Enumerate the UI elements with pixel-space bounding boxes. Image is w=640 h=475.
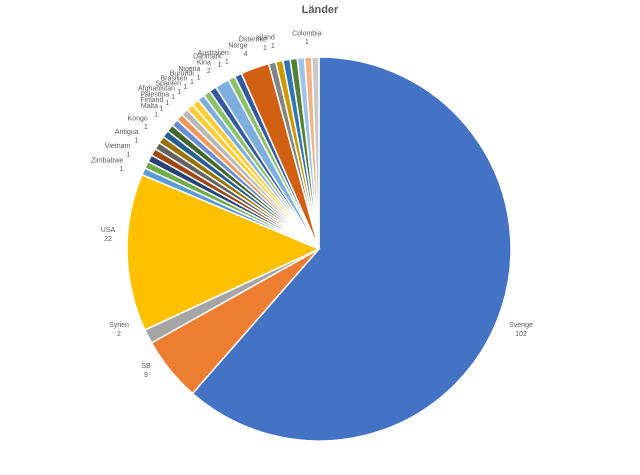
data-label-burundi: Burundi 1 [170, 70, 195, 86]
data-label-value: 1 [263, 45, 267, 52]
data-label-name: Finland [140, 97, 163, 104]
data-label-value: 1 [154, 112, 158, 119]
data-label-name: Australien [198, 50, 229, 57]
data-label-name: Syrien [109, 322, 129, 329]
data-label-value: 1 [126, 151, 130, 158]
data-label-name: Zimbabwe [91, 157, 123, 164]
data-label-name: Kongo [128, 116, 148, 123]
data-label-name: Spanien [155, 80, 181, 87]
data-label-value: 1 [135, 137, 139, 144]
data-label-name: Norge [228, 42, 247, 49]
data-label-name: Antigua [115, 129, 139, 136]
data-label-brasilien: Brasilien 1 [161, 75, 188, 91]
data-label-value: 1 [171, 94, 175, 101]
data-label-value: 1 [144, 124, 148, 131]
pie-slice-usa-3 [126, 173, 321, 331]
data-label-spanien: Spanien 1 [155, 80, 181, 96]
data-label-zimbabwe: Zimbabwe 1 [91, 157, 123, 173]
data-label-value: 1 [165, 100, 169, 107]
data-label-name: Vietnam [105, 143, 131, 150]
pie-slice-sverige-0 [191, 56, 512, 442]
data-label-name: Burundi [170, 70, 195, 77]
data-label-value: 1 [271, 43, 275, 50]
pie-slice-unlabeled-30 [310, 56, 320, 250]
data-label-syrien: Syrien 2 [109, 322, 129, 338]
data-label-name: Malta [141, 103, 158, 110]
data-label-value: 1 [190, 79, 194, 86]
data-label-name: Danmark [193, 54, 222, 61]
data-label-value: 2 [117, 331, 121, 338]
data-label-kina: Kina 2 [197, 59, 211, 75]
data-label-colombia: Colombia 1 [292, 30, 322, 46]
data-label-palestina: Palestina 1 [140, 91, 169, 107]
data-label-name: Brasilien [161, 75, 188, 82]
data-label-osterrike: Österrike 1 [238, 35, 267, 52]
data-label-value: 1 [160, 106, 164, 113]
data-label-name: SB [141, 363, 151, 370]
data-label-value: 2 [207, 68, 211, 75]
data-label-norge: Norge 4 [228, 42, 247, 58]
data-label-malta: Malta 1 [141, 103, 158, 119]
data-label-name: Kina [197, 59, 211, 66]
data-label-value: 102 [515, 331, 527, 338]
data-label-sverige: Sverige 102 [509, 322, 533, 338]
data-label-value: 9 [144, 372, 148, 379]
chart-title: Länder [301, 4, 339, 16]
data-label-name: Palestina [140, 91, 169, 98]
data-label-value: 1 [197, 74, 201, 81]
data-label-sb: SB 9 [141, 363, 151, 379]
data-label-value: 1 [305, 39, 309, 46]
data-label-value: 4 [244, 51, 248, 58]
data-label-value: 1 [177, 89, 181, 96]
data-label-name: Österrike [238, 35, 267, 43]
data-label-value: 1 [119, 166, 123, 173]
data-label-value: 1 [183, 84, 187, 91]
data-label-name: Nigeria [178, 66, 200, 73]
data-label-usa: USA 22 [101, 227, 116, 243]
data-label-name: Colombia [292, 30, 322, 37]
data-label-finland: Finland 1 [140, 97, 163, 113]
data-label-value: 1 [225, 58, 229, 65]
data-label-name: Sverige [509, 322, 533, 329]
data-label-value: 1 [218, 62, 222, 69]
data-label-name: Island [256, 35, 275, 42]
data-label-name: Afghanistan [138, 86, 175, 93]
data-label-value: 22 [104, 236, 112, 243]
data-label-name: USA [101, 227, 116, 234]
